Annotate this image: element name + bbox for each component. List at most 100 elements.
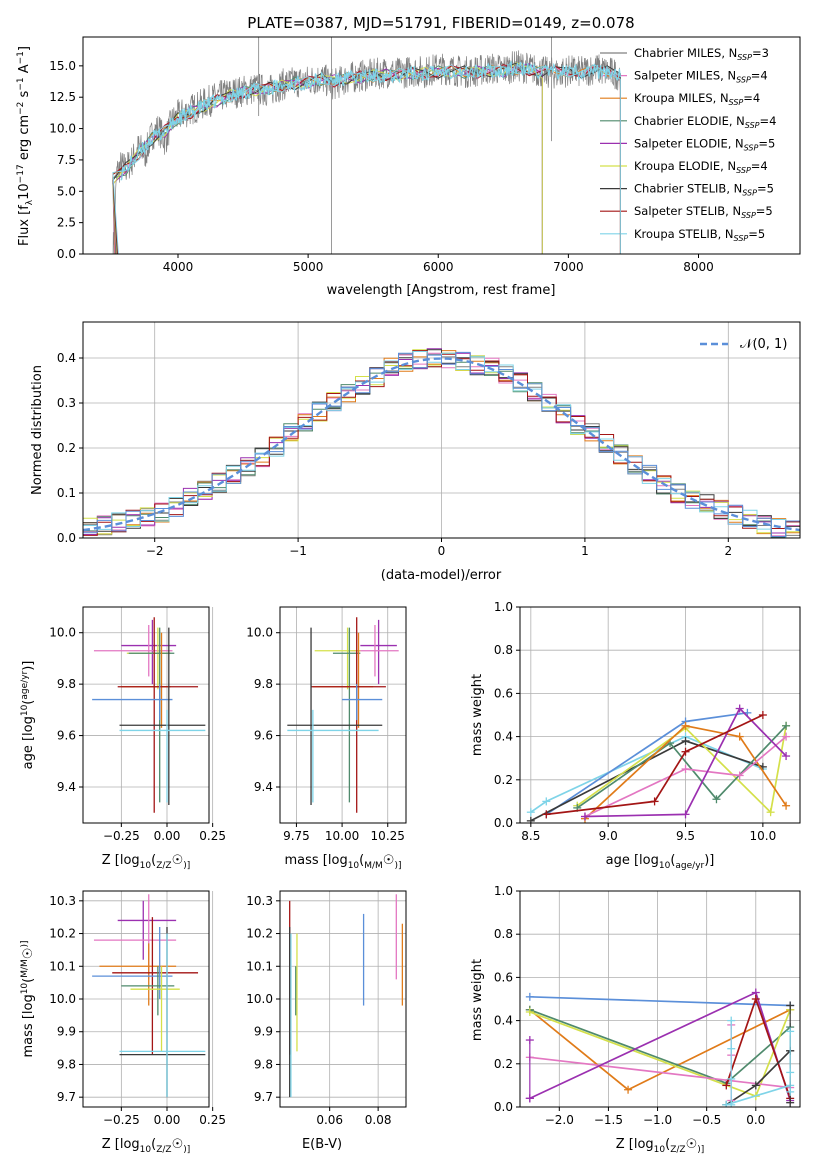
age-vs-metallicity-panel: Z [log10(Z/Z☉)] age [log10(age/yr)] −0.2… (20, 606, 226, 871)
y-tick-label: 1.0 (494, 600, 513, 614)
y-tick-label: 0.0 (494, 1100, 513, 1114)
y-tick-label: 10.3 (49, 894, 76, 908)
x-tick-label: 0.25 (199, 1113, 226, 1127)
legend-main: Chabrier ELODIE, N (634, 114, 745, 128)
legend-sub: SSP (734, 234, 749, 243)
axis-label-text: Flux [fλ10−17 erg cm−2 s−1 A−1] (16, 46, 35, 246)
label-part: ( (359, 853, 364, 868)
y-tick-label: 2.5 (57, 216, 76, 230)
y-tick-label: 10.1 (246, 959, 273, 973)
legend-main: Chabrier MILES, N (634, 46, 737, 60)
y-tick-label: 9.8 (57, 677, 76, 691)
mass-vs-metallicity-xlabel: Z [log10(Z/Z☉)] (102, 1137, 191, 1155)
weight-vs-Z-plot-area (525, 988, 795, 1107)
axis-label-text: mass [log10(M/M☉)] (20, 941, 36, 1058)
weight-line-4 (529, 1056, 791, 1089)
spectrum-plot-area (112, 37, 621, 254)
y-tick-label: 7.5 (57, 153, 76, 167)
x-tick-label: 0.0 (746, 1113, 765, 1127)
y-tick-label: 0.6 (494, 970, 513, 984)
label-part: )] (704, 853, 714, 868)
label-part: 10 (659, 861, 671, 871)
x-tick-label: 6000 (423, 260, 454, 274)
y-tick-label: 15.0 (49, 59, 76, 73)
histogram-plot-area (83, 348, 800, 538)
y-tick-label: 0.2 (494, 773, 513, 787)
label-part: s (17, 90, 32, 101)
y-tick-label: 9.6 (254, 729, 273, 743)
axis-label-text: age [log10(age/yr)] (20, 661, 36, 770)
label-part: −1 (16, 77, 26, 90)
label-part: )] (21, 661, 36, 671)
legend-main: Salpeter MILES, N (634, 69, 736, 83)
axis-label-text: mass [log10(M/M☉)] (285, 853, 402, 871)
label-part: Z [log (102, 853, 140, 868)
y-tick-label: 0.6 (494, 686, 513, 700)
axis-label-text: Z [log10(Z/Z☉)] (616, 1137, 705, 1155)
age-vs-mass-panel: mass [log10(M/M☉)] 9.75 10.00 10.25 9.4 9.6 9… (246, 606, 407, 871)
weight-line-2 (530, 739, 764, 822)
weight-line-5 (584, 724, 787, 820)
model-spectrum-2 (112, 64, 621, 254)
x-tick-label: −2.0 (545, 1113, 574, 1127)
label-part: mass [log (285, 853, 348, 868)
y-tick-label: 0.8 (494, 643, 513, 657)
x-tick-label: −0.5 (692, 1113, 721, 1127)
label-part: 10 (140, 861, 152, 871)
x-tick-label: 0.08 (365, 1113, 392, 1127)
age-vs-Z-grid (83, 607, 214, 823)
model-spectrum-5 (112, 62, 543, 254)
legend-label: Chabrier MILES, NSSP=3 (634, 46, 769, 62)
y-tick-label: 1.0 (494, 884, 513, 898)
x-tick-label: −0.25 (103, 1113, 140, 1127)
mass-vs-Z-frame (82, 890, 210, 1108)
y-tick-label: 10.2 (246, 927, 273, 941)
weight-vs-metallicity-ylabel: mass weight (470, 959, 485, 1041)
weight-vs-age-plot-area (526, 704, 791, 823)
label-part: mass [log (21, 994, 36, 1057)
y-tick-label: 10.0 (49, 122, 76, 136)
mass-vs-metallicity-panel: Z [log10(Z/Z☉)] mass [log10(M/M☉)] −0.25… (20, 890, 226, 1155)
weight-vs-age-ylabel: mass weight (470, 674, 485, 756)
y-tick-label: 9.7 (254, 1090, 273, 1104)
label-part: 10 (20, 704, 30, 716)
y-tick-label: 0.4 (494, 730, 513, 744)
x-tick-label: 10.25 (371, 829, 405, 843)
residuals-frame (82, 321, 801, 539)
y-tick-label: 9.8 (254, 1057, 273, 1071)
label-part: ( (151, 853, 156, 868)
x-tick-label: 9.5 (676, 829, 695, 843)
residual-xlabel: (data-model)/error (381, 568, 502, 583)
legend-end: =4 (760, 114, 777, 128)
y-tick-label: 12.5 (49, 90, 76, 104)
legend-label: Kroupa MILES, NSSP=4 (634, 91, 760, 107)
x-tick-label: 1 (581, 544, 589, 558)
model-spectrum-6 (112, 62, 621, 254)
spectrum-xlabel: wavelength [Angstrom, rest frame] (327, 283, 556, 298)
y-tick-label: 0.4 (494, 1014, 513, 1028)
label-part: ☉ (21, 948, 36, 960)
legend-sub: SSP (736, 76, 751, 85)
label-part: ( (670, 853, 675, 868)
axis-label-text: age [log10(age/yr)] (606, 853, 715, 871)
x-tick-label: 9.0 (599, 829, 618, 843)
weight-line-4 (576, 725, 787, 809)
x-tick-label: 7000 (553, 260, 584, 274)
label-part: 10 (654, 1145, 666, 1155)
x-tick-label: −1.5 (594, 1113, 623, 1127)
label-part: )] (183, 1145, 190, 1155)
y-tick-label: 10.0 (246, 992, 273, 1006)
y-tick-label: 9.9 (57, 1025, 76, 1039)
model-spectrum-top (120, 60, 621, 181)
model-spectrum-0 (112, 63, 621, 254)
label-part: ( (21, 700, 36, 705)
label-part: Flux [f (17, 205, 32, 246)
weight-line-7 (584, 707, 787, 818)
x-tick-label: 0.06 (316, 1113, 343, 1127)
axis-label-text: Z [log10(Z/Z☉)] (102, 1137, 191, 1155)
model-spectrum-7 (112, 64, 621, 254)
model-spectrum-8 (112, 64, 621, 254)
legend-label: Salpeter STELIB, NSSP=5 (634, 204, 773, 220)
legend-label: Chabrier STELIB, NSSP=5 (634, 182, 774, 198)
